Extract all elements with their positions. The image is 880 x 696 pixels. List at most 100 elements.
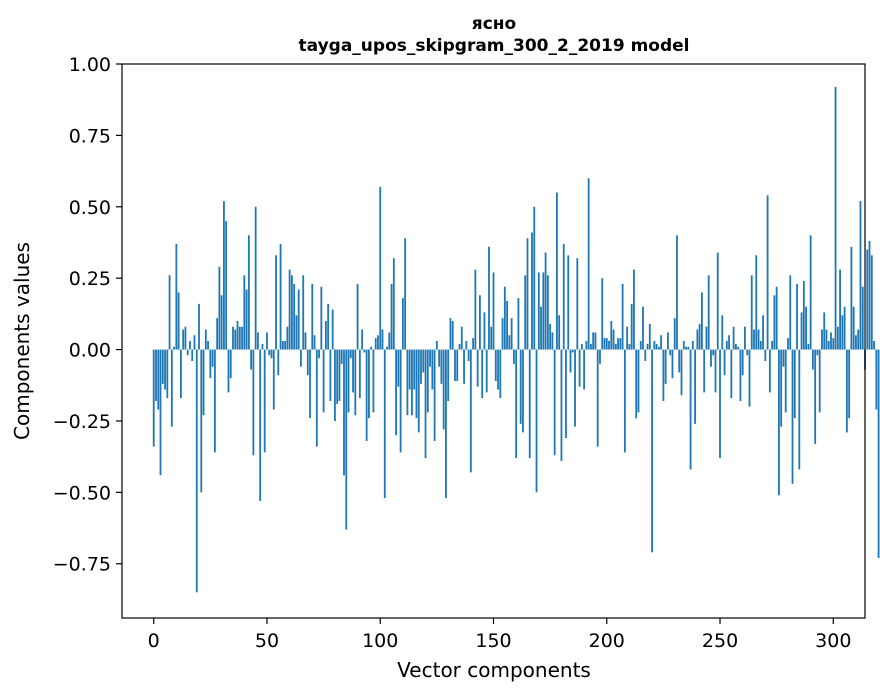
x-tick-label: 200 bbox=[589, 630, 625, 652]
bar-57 bbox=[281, 341, 284, 350]
bar-127 bbox=[440, 349, 443, 384]
bar-142 bbox=[474, 269, 477, 350]
bar-213 bbox=[635, 349, 638, 419]
bar-167 bbox=[531, 232, 533, 350]
bar-69 bbox=[309, 349, 311, 419]
bar-89 bbox=[354, 349, 357, 416]
bar-192 bbox=[587, 178, 590, 350]
bar-276 bbox=[778, 349, 780, 496]
bar-219 bbox=[648, 323, 651, 350]
bar-246 bbox=[710, 349, 712, 367]
bar-108 bbox=[397, 349, 400, 387]
bar-95 bbox=[368, 349, 370, 419]
bar-210 bbox=[628, 343, 631, 350]
bar-17 bbox=[191, 349, 194, 361]
bar-301 bbox=[834, 86, 837, 350]
bar-21 bbox=[200, 349, 203, 493]
bar-187 bbox=[576, 258, 579, 350]
bar-208 bbox=[623, 349, 626, 453]
y-tick-label: 1.00 bbox=[69, 54, 111, 76]
bar-36 bbox=[234, 329, 237, 350]
bar-30 bbox=[220, 295, 223, 350]
bar-240 bbox=[696, 329, 699, 350]
bar-313 bbox=[861, 286, 864, 350]
y-tick-label: 0.00 bbox=[69, 340, 111, 362]
bar-52 bbox=[270, 349, 273, 359]
y-axis-label: Components values bbox=[10, 242, 34, 440]
bar-136 bbox=[460, 326, 463, 350]
bar-26 bbox=[211, 349, 214, 367]
bar-217 bbox=[644, 349, 647, 361]
bar-67 bbox=[304, 332, 307, 350]
bar-283 bbox=[793, 349, 796, 419]
bar-33 bbox=[227, 349, 230, 393]
bar-256 bbox=[732, 326, 735, 350]
bar-203 bbox=[612, 329, 615, 350]
bar-23 bbox=[204, 329, 207, 350]
bar-143 bbox=[476, 349, 479, 387]
bar-120 bbox=[424, 349, 427, 459]
bar-238 bbox=[691, 341, 694, 350]
bar-113 bbox=[408, 349, 411, 390]
bar-38 bbox=[238, 326, 241, 350]
y-tick-label: 0.25 bbox=[69, 268, 111, 290]
bar-116 bbox=[415, 349, 418, 419]
bar-282 bbox=[791, 349, 794, 484]
bar-249 bbox=[716, 252, 719, 350]
bar-233 bbox=[680, 349, 683, 396]
bar-287 bbox=[802, 281, 805, 350]
bar-298 bbox=[827, 341, 830, 350]
bar-93 bbox=[363, 349, 366, 353]
bar-25 bbox=[209, 349, 212, 379]
bar-88 bbox=[352, 349, 354, 393]
bar-28 bbox=[216, 318, 219, 350]
bar-198 bbox=[601, 278, 604, 350]
bar-239 bbox=[694, 349, 697, 424]
bar-102 bbox=[383, 349, 386, 499]
bar-308 bbox=[850, 246, 853, 350]
bar-200 bbox=[605, 338, 608, 350]
bar-99 bbox=[377, 335, 379, 350]
bar-90 bbox=[356, 283, 359, 350]
bar-191 bbox=[585, 341, 588, 350]
bar-68 bbox=[306, 349, 309, 376]
bar-228 bbox=[669, 349, 672, 356]
bar-295 bbox=[821, 329, 823, 350]
bar-173 bbox=[544, 252, 547, 350]
bar-189 bbox=[580, 343, 583, 350]
bar-54 bbox=[275, 255, 277, 350]
bar-63 bbox=[295, 315, 298, 350]
bar-135 bbox=[458, 343, 461, 350]
bar-31 bbox=[223, 201, 225, 350]
bar-216 bbox=[642, 306, 644, 350]
bar-194 bbox=[592, 332, 595, 350]
bar-204 bbox=[614, 343, 617, 350]
bar-310 bbox=[855, 335, 857, 350]
bar-278 bbox=[782, 349, 785, 367]
bar-196 bbox=[596, 349, 599, 447]
bar-141 bbox=[472, 338, 475, 350]
bar-275 bbox=[775, 286, 778, 350]
bar-0 bbox=[152, 349, 155, 447]
bar-129 bbox=[445, 349, 447, 499]
bar-32 bbox=[225, 221, 228, 350]
bar-78 bbox=[329, 349, 332, 401]
bar-97 bbox=[372, 349, 375, 413]
bar-215 bbox=[639, 341, 642, 350]
bar-300 bbox=[832, 338, 835, 350]
bar-289 bbox=[807, 343, 810, 350]
bar-79 bbox=[331, 309, 334, 350]
bar-13 bbox=[182, 329, 185, 350]
bar-220 bbox=[651, 349, 653, 553]
bar-296 bbox=[823, 312, 826, 350]
bar-148 bbox=[488, 246, 490, 350]
bar-281 bbox=[789, 275, 792, 350]
bar-41 bbox=[245, 289, 248, 350]
x-axis-label: Vector components bbox=[397, 658, 591, 682]
bar-58 bbox=[284, 341, 286, 350]
bar-154 bbox=[501, 318, 504, 350]
y-tick-label: −0.25 bbox=[53, 411, 111, 433]
bar-109 bbox=[399, 349, 402, 453]
bar-218 bbox=[646, 343, 649, 350]
bar-320 bbox=[877, 349, 880, 559]
